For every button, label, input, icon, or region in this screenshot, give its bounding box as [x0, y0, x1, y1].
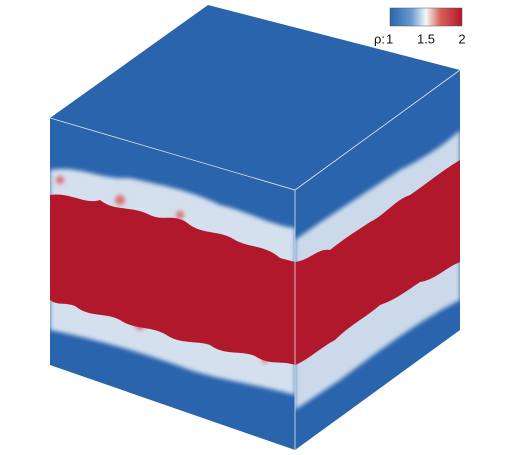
colorbar: [389, 7, 463, 27]
colorbar-tick-label: 1.5: [417, 31, 435, 46]
colorbar-tick-label: 2: [458, 31, 465, 46]
cube-top-face: [50, 5, 460, 190]
colorbar-ticks: 1 1.5 2 ρ:: [374, 31, 466, 46]
colorbar-label: ρ:: [374, 31, 385, 46]
cube-edges: [49, 69, 461, 450]
colorbar-tick-label: 1: [386, 31, 393, 46]
